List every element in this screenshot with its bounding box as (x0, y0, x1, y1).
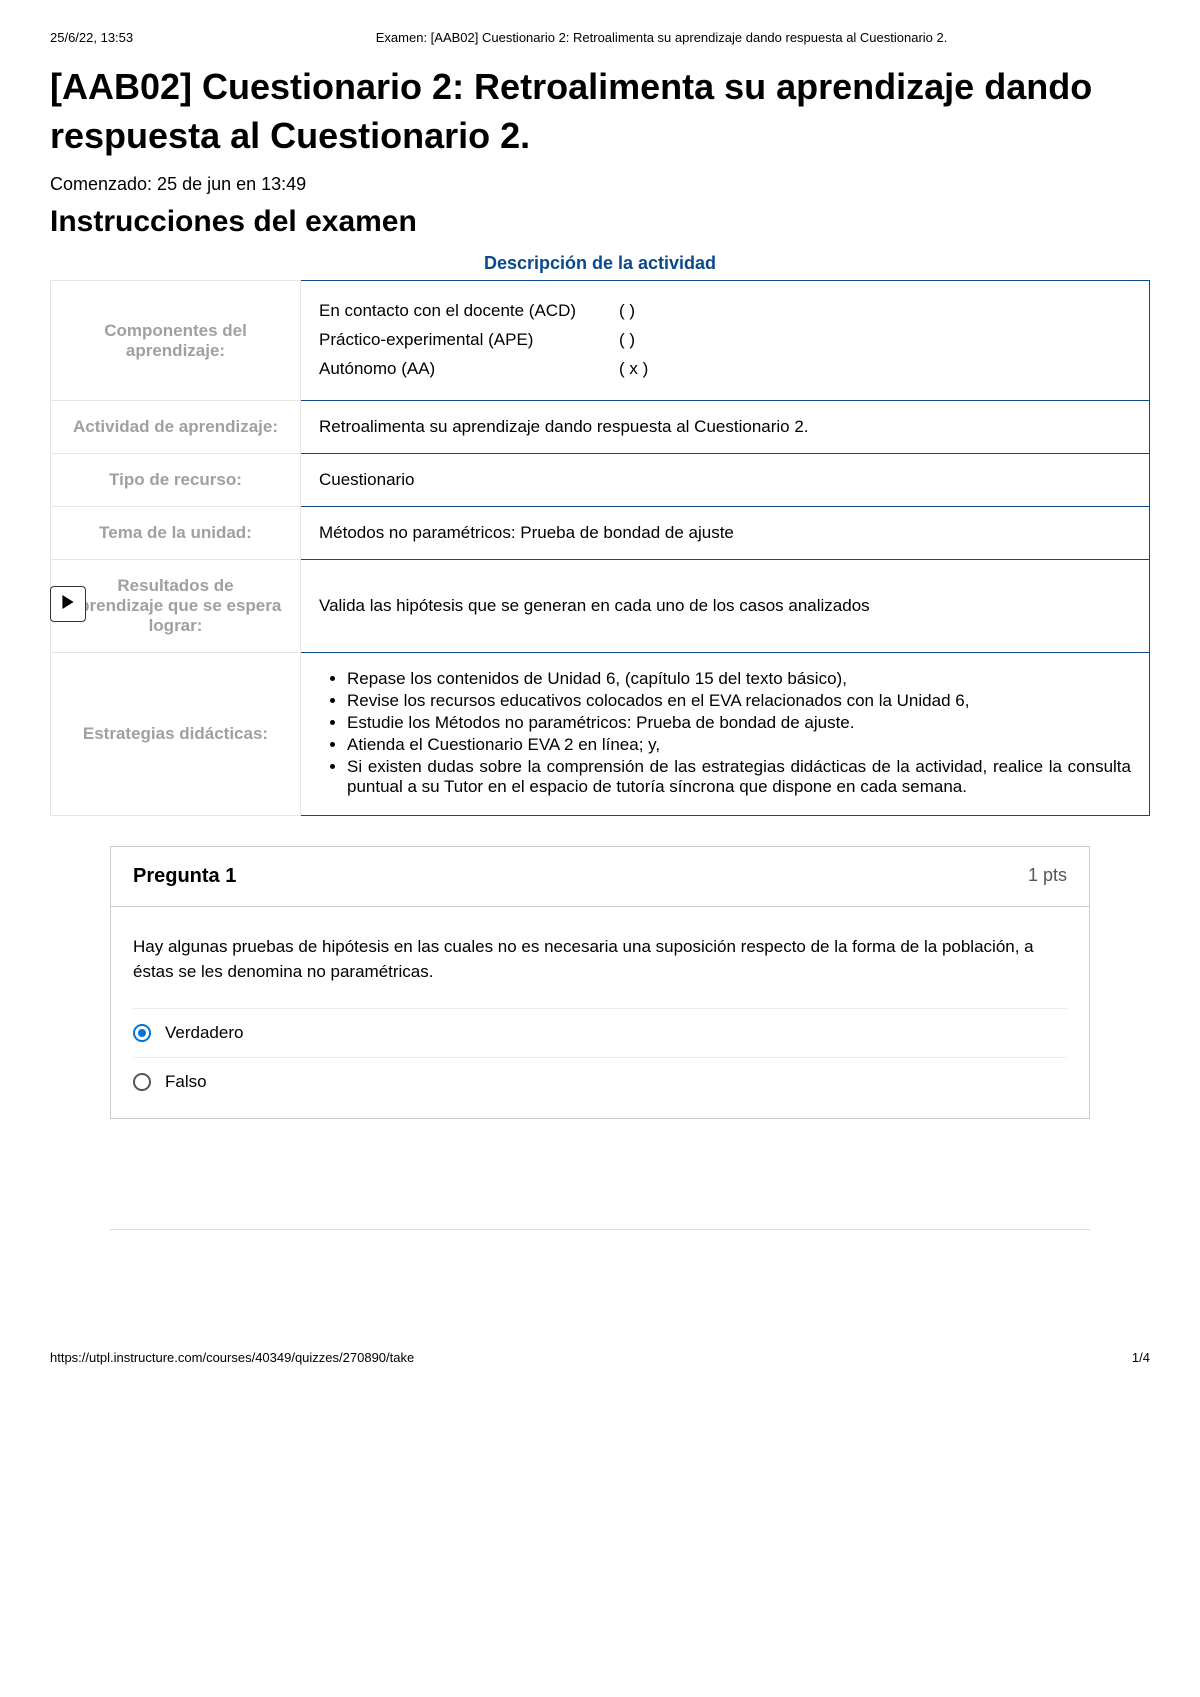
answer-option[interactable]: Falso (133, 1057, 1067, 1098)
question-text: Hay algunas pruebas de hipótesis en las … (133, 935, 1067, 984)
component-name: Autónomo (AA) (319, 355, 619, 384)
component-mark: ( x ) (619, 355, 648, 384)
activity-table: Componentes del aprendizaje: En contacto… (50, 280, 1150, 816)
question-points: 1 pts (1028, 865, 1067, 888)
row-value-resource: Cuestionario (301, 453, 1150, 506)
row-value-components: En contacto con el docente (ACD)( ) Prác… (301, 281, 1150, 401)
strategy-item: Repase los contenidos de Unidad 6, (capí… (347, 669, 1131, 689)
page-title: [AAB02] Cuestionario 2: Retroalimenta su… (50, 63, 1150, 160)
component-name: En contacto con el docente (ACD) (319, 297, 619, 326)
question-body: Hay algunas pruebas de hipótesis en las … (111, 907, 1089, 1118)
answer-label: Verdadero (165, 1023, 243, 1043)
radio-icon (133, 1024, 151, 1042)
footer-url: https://utpl.instructure.com/courses/403… (50, 1350, 414, 1365)
row-label-strategies: Estrategias didácticas: (51, 652, 301, 815)
instructions-heading: Instrucciones del examen (50, 205, 1150, 239)
component-mark: ( ) (619, 326, 635, 355)
question-box: Pregunta 1 1 pts Hay algunas pruebas de … (110, 846, 1090, 1119)
row-label-resource: Tipo de recurso: (51, 453, 301, 506)
footer-page: 1/4 (1132, 1350, 1150, 1365)
radio-icon (133, 1073, 151, 1091)
row-value-strategies: Repase los contenidos de Unidad 6, (capí… (301, 652, 1150, 815)
answer-label: Falso (165, 1072, 207, 1092)
answer-option[interactable]: Verdadero (133, 1008, 1067, 1057)
strategy-item: Revise los recursos educativos colocados… (347, 691, 1131, 711)
print-doc-title: Examen: [AAB02] Cuestionario 2: Retroali… (133, 30, 1150, 45)
row-value-results: Valida las hipótesis que se generan en c… (301, 559, 1150, 652)
row-value-topic: Métodos no paramétricos: Prueba de bonda… (301, 506, 1150, 559)
row-label-activity: Actividad de aprendizaje: (51, 400, 301, 453)
footer-divider (110, 1229, 1090, 1230)
row-value-activity: Retroalimenta su aprendizaje dando respu… (301, 400, 1150, 453)
strategy-item: Si existen dudas sobre la comprensión de… (347, 757, 1131, 797)
print-header: 25/6/22, 13:53 Examen: [AAB02] Cuestiona… (50, 30, 1150, 45)
strategy-item: Atienda el Cuestionario EVA 2 en línea; … (347, 735, 1131, 755)
question-header: Pregunta 1 1 pts (111, 847, 1089, 907)
print-timestamp: 25/6/22, 13:53 (50, 30, 133, 45)
print-footer: https://utpl.instructure.com/courses/403… (50, 1350, 1150, 1375)
component-mark: ( ) (619, 297, 635, 326)
question-title: Pregunta 1 (133, 865, 236, 888)
description-title: Descripción de la actividad (50, 253, 1150, 274)
started-text: Comenzado: 25 de jun en 13:49 (50, 174, 1150, 195)
expand-tab-button[interactable] (50, 586, 86, 622)
row-label-components: Componentes del aprendizaje: (51, 281, 301, 401)
strategy-item: Estudie los Métodos no paramétricos: Pru… (347, 713, 1131, 733)
row-label-results: Resultados de aprendizaje que se espera … (51, 559, 301, 652)
row-label-topic: Tema de la unidad: (51, 506, 301, 559)
play-icon (61, 595, 75, 614)
component-name: Práctico-experimental (APE) (319, 326, 619, 355)
